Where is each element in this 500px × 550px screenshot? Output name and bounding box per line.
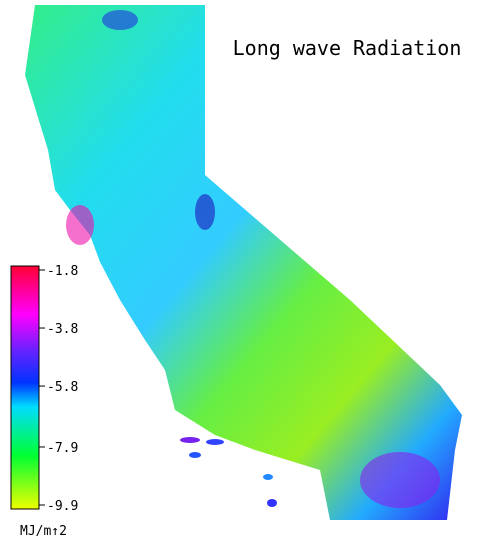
california	[25, 5, 462, 520]
map-title: Long wave Radiation	[233, 36, 462, 60]
colorbar-tick-label: -3.8	[47, 322, 78, 337]
colorbar-tick-label: -5.8	[47, 380, 78, 395]
colorbar-tick-label: -7.9	[47, 441, 78, 456]
colorbar-tick-label: -1.8	[47, 264, 78, 279]
colorbar-tick-label: -9.9	[47, 499, 78, 514]
colorbar	[10, 265, 40, 510]
colorbar-unit: MJ/m↑2	[20, 524, 67, 539]
